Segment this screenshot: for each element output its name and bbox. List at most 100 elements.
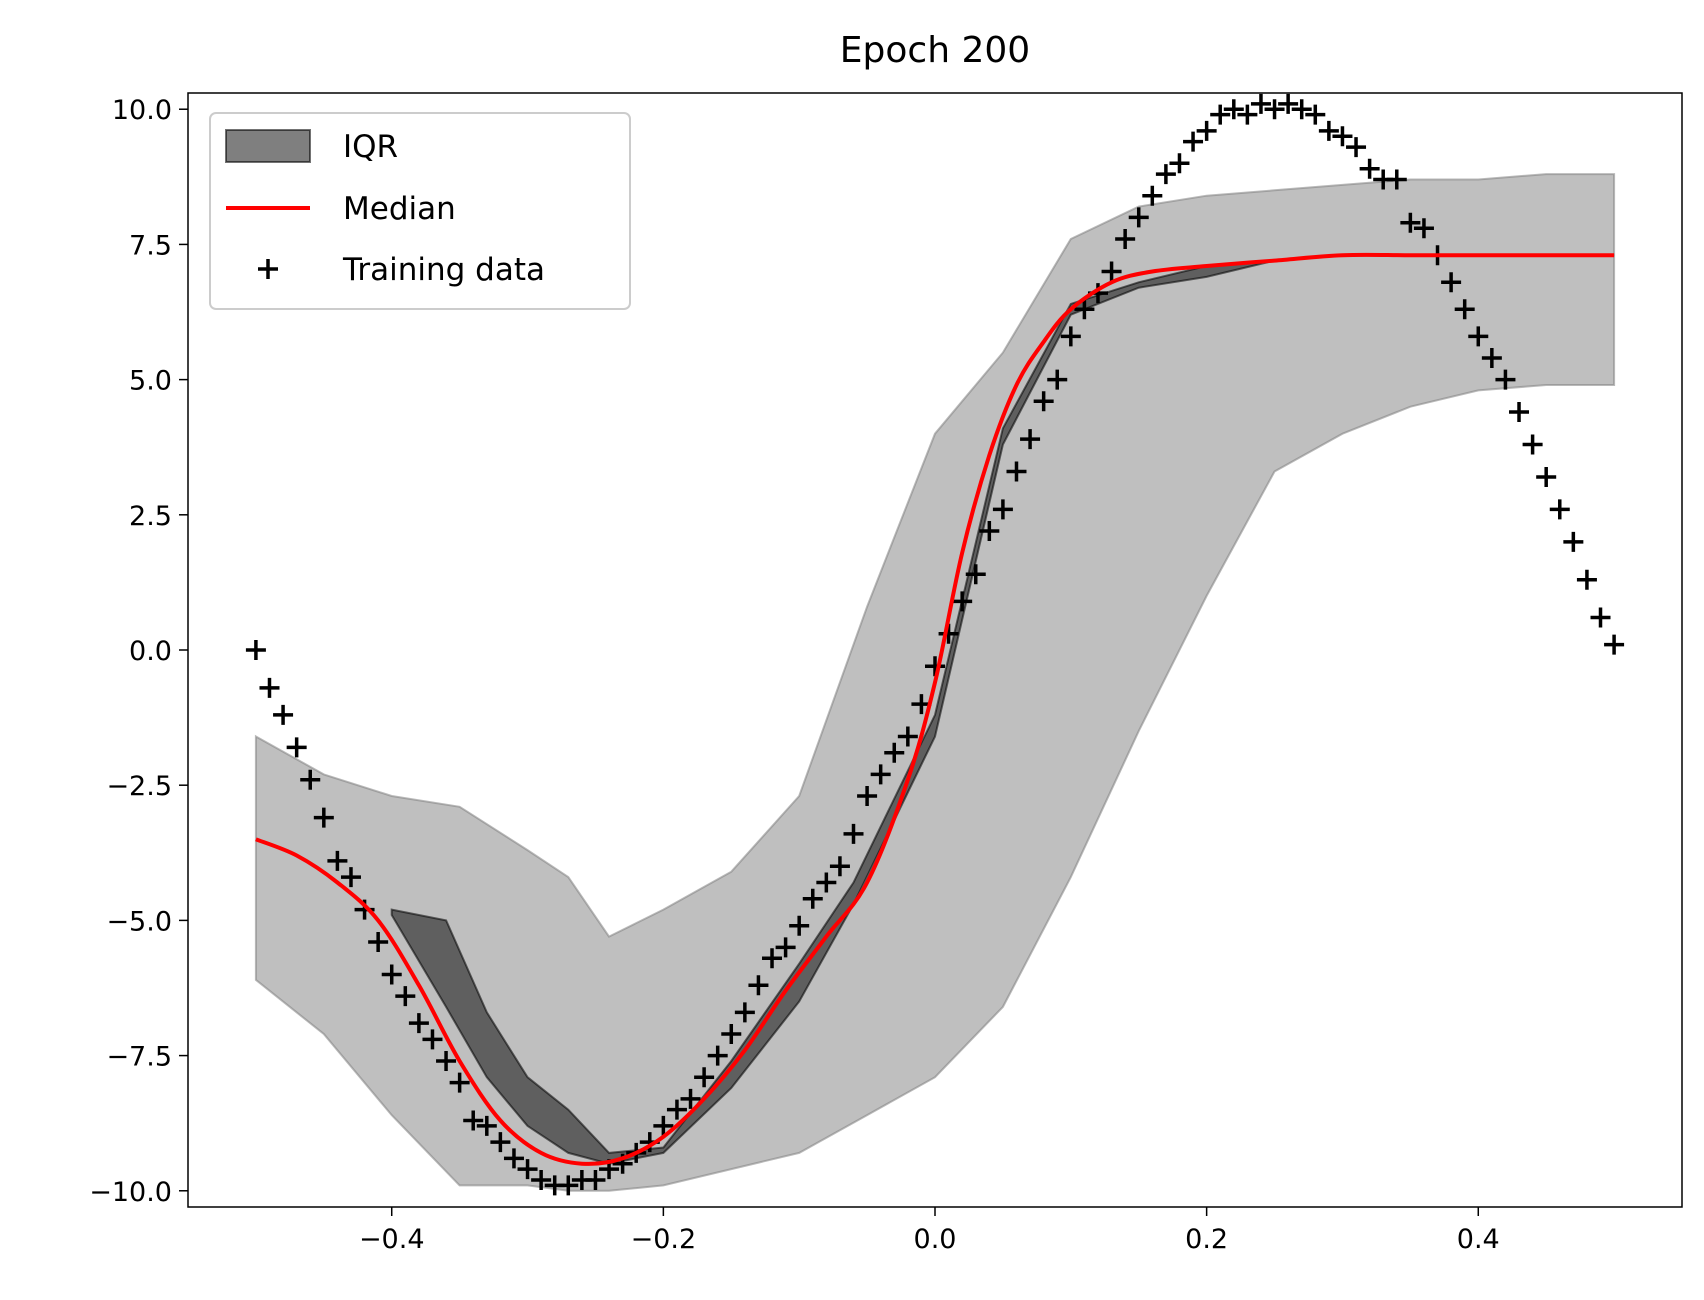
training-data-point: [1576, 569, 1597, 590]
training-data-point: [925, 656, 945, 677]
training-data-point: [680, 1088, 701, 1109]
training-data-point: [1060, 326, 1081, 347]
y-axis: −10.0 −7.5 −5.0 −2.5 0.0 2.5 5.0 7.5 10.0: [89, 95, 188, 1208]
training-data-point: [1223, 99, 1244, 120]
y-tick-label: 0.0: [129, 636, 172, 667]
training-data-point: [1481, 347, 1502, 368]
training-data-point: [531, 1169, 552, 1190]
training-data-point: [1318, 120, 1339, 141]
training-data-point: [1549, 499, 1570, 520]
training-data-point: [1413, 218, 1434, 239]
training-data-point: [870, 764, 891, 785]
x-tick-label: 0.2: [1185, 1224, 1228, 1255]
x-tick-label: −0.4: [359, 1224, 425, 1255]
training-data-point: [327, 850, 348, 871]
training-data-point: [259, 677, 280, 698]
training-data-point: [1291, 99, 1312, 120]
training-data-point: [1250, 93, 1271, 114]
training-data-point: [857, 786, 878, 807]
training-data-point: [762, 948, 783, 969]
training-data-point: [829, 856, 850, 877]
training-data-point: [707, 1045, 728, 1066]
training-data-point: [1101, 261, 1122, 282]
training-data-point: [1604, 634, 1625, 655]
training-data-point: [1155, 164, 1176, 185]
training-data-point: [313, 807, 334, 828]
legend-label: IQR: [343, 129, 398, 165]
training-data-point: [436, 1050, 457, 1071]
training-data-point: [490, 1132, 511, 1153]
training-data-point: [1563, 531, 1584, 552]
training-data-point: [734, 1002, 755, 1023]
training-data-point: [1495, 369, 1516, 390]
training-data-point: [503, 1148, 524, 1169]
y-tick-label: 5.0: [129, 366, 172, 397]
training-data-point: [463, 1110, 484, 1131]
legend-iqr-swatch: [225, 129, 311, 163]
training-data-point: [694, 1067, 715, 1088]
training-data-point: [408, 1013, 429, 1034]
training-data-point: [1020, 429, 1041, 450]
training-data-point: [422, 1029, 443, 1050]
training-data-point: [1359, 158, 1380, 179]
y-tick-label: 10.0: [112, 95, 172, 126]
training-data-point: [273, 704, 294, 725]
plot-content: [245, 93, 1625, 1196]
x-axis: −0.4 −0.2 0.0 0.2 0.4: [359, 1207, 1500, 1255]
training-data-point: [1210, 104, 1231, 125]
training-data-point: [1454, 299, 1475, 320]
median-line: [255, 252, 1615, 1166]
training-data-point: [1074, 299, 1095, 320]
training-data-point: [653, 1115, 674, 1136]
training-data-point: [1400, 212, 1421, 233]
training-data-point: [816, 872, 837, 893]
training-data-point: [992, 499, 1013, 520]
training-data-point: [1468, 326, 1489, 347]
training-data-point: [1305, 104, 1326, 125]
training-data-point: [952, 591, 973, 612]
training-data-point: [1536, 466, 1557, 487]
legend-label: Training data: [342, 252, 545, 288]
training-data-point: [1590, 607, 1611, 628]
y-tick-label: −7.5: [106, 1042, 172, 1073]
training-data-point: [340, 867, 361, 888]
training-data-point: [789, 915, 810, 936]
training-data-point: [1332, 126, 1353, 147]
training-data-point: [1115, 229, 1136, 250]
training-data-point: [721, 1023, 742, 1044]
x-tick-label: 0.0: [914, 1224, 957, 1255]
training-data-point: [1386, 169, 1407, 190]
training-data-point: [775, 937, 796, 958]
y-tick-label: −5.0: [106, 906, 172, 937]
training-data-point: [300, 769, 321, 790]
legend-training-swatch: [258, 259, 278, 279]
legend-box: [209, 112, 631, 310]
y-tick-label: −10.0: [89, 1177, 172, 1208]
training-data-point: [1142, 185, 1163, 206]
chart-title: Epoch 200: [840, 30, 1030, 71]
training-data-point: [368, 932, 389, 953]
legend-label: Median: [343, 191, 456, 227]
plot-area: [245, 93, 1625, 1196]
training-data-point: [965, 564, 986, 585]
training-data-point: [558, 1175, 579, 1196]
training-data-point: [1006, 461, 1027, 482]
training-data-point: [245, 640, 266, 660]
training-data-point: [1033, 391, 1054, 412]
y-tick-label: 2.5: [129, 501, 172, 532]
training-data-point: [1047, 369, 1068, 390]
training-data-point: [979, 521, 1000, 542]
training-data-point: [1237, 104, 1258, 125]
training-data-point: [802, 888, 823, 909]
training-data-point: [843, 823, 864, 844]
training-data-point: [286, 737, 307, 758]
training-data-point: [1183, 131, 1204, 152]
training-data-point: [1128, 207, 1149, 228]
training-data-point: [395, 986, 416, 1007]
training-data-point: [897, 726, 918, 747]
training-data-point: [1196, 120, 1217, 141]
training-data-point: [1346, 137, 1367, 158]
training-data-point: [1509, 402, 1530, 423]
training-data-point: [884, 742, 905, 763]
